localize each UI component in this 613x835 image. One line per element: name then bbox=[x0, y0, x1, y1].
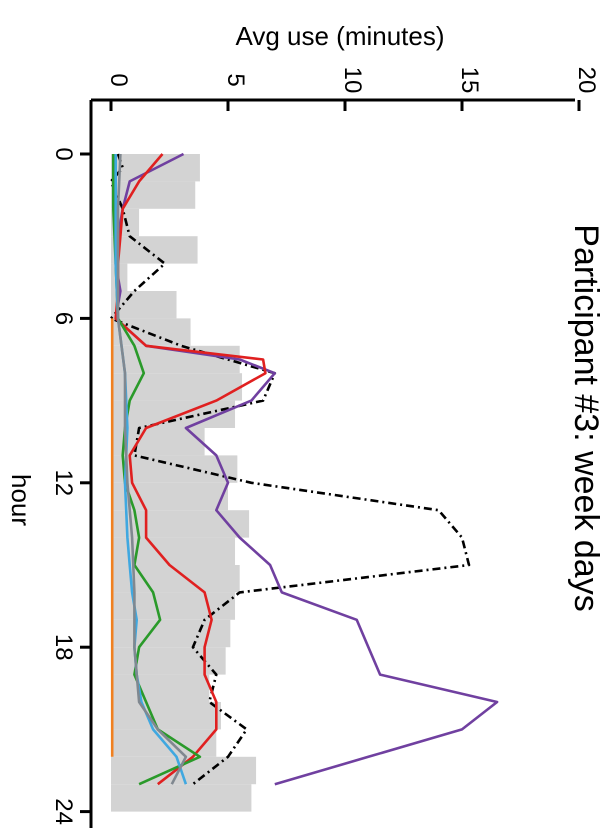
x-ticks: 0 6 12 18 24 bbox=[50, 147, 91, 825]
x-tick-label: 6 bbox=[50, 312, 77, 325]
background-bar bbox=[111, 702, 221, 730]
y-tick-label: 15 bbox=[456, 67, 483, 94]
y-ticks: 0 5 10 15 20 bbox=[105, 67, 600, 111]
x-tick-label: 24 bbox=[50, 798, 77, 825]
chart-title: Participant #3: week days bbox=[567, 224, 605, 611]
background-bar bbox=[111, 236, 198, 264]
series-line-4 bbox=[112, 154, 202, 786]
x-tick-label: 12 bbox=[50, 469, 77, 496]
series-line-1 bbox=[109, 153, 471, 786]
background-bar bbox=[111, 592, 236, 620]
x-tick-label: 18 bbox=[50, 634, 77, 661]
series-lines bbox=[109, 152, 499, 786]
x-tick-label: 0 bbox=[50, 147, 77, 160]
background-bar bbox=[111, 784, 252, 812]
y-tick-label: 5 bbox=[222, 73, 249, 86]
background-bar bbox=[111, 674, 210, 702]
y-tick-label: 20 bbox=[573, 67, 600, 94]
y-tick-label: 0 bbox=[105, 73, 132, 86]
axes bbox=[89, 98, 575, 828]
background-bar bbox=[111, 619, 231, 648]
background-bar bbox=[111, 400, 236, 428]
background-bar bbox=[111, 291, 177, 319]
x-axis-label: hour bbox=[6, 474, 36, 526]
background-bar bbox=[111, 647, 226, 675]
series-line-6 bbox=[116, 153, 188, 785]
y-axis-label: Avg use (minutes) bbox=[235, 21, 444, 51]
y-tick-label: 10 bbox=[339, 67, 366, 94]
background-bar bbox=[111, 318, 191, 346]
